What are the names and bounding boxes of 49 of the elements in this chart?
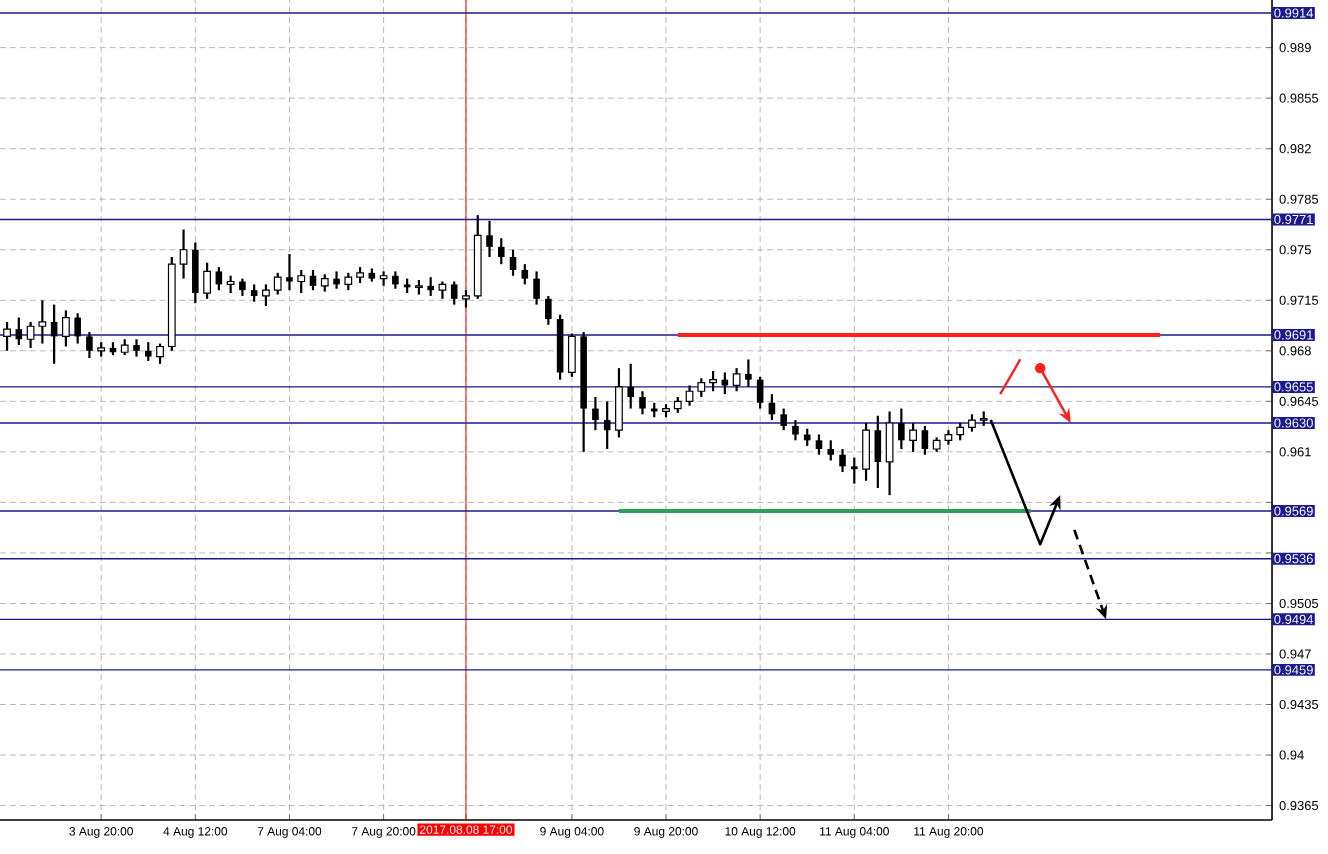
candlestick [697,377,706,399]
candlestick [156,342,164,365]
candlestick [427,276,434,298]
candlestick [780,407,787,432]
candlestick [874,414,882,490]
candlestick [203,261,211,300]
candlestick [815,433,823,456]
candlestick [533,270,540,306]
candlestick [545,294,552,326]
candlestick [732,367,741,393]
candlestick [286,252,293,292]
candlestick [567,332,576,378]
candlestick [133,338,140,358]
candlestick [885,410,894,497]
candlestick [862,421,870,482]
candlestick [273,271,282,296]
candlestick [333,270,340,290]
candlestick [521,263,529,286]
candlestick [262,283,270,308]
candlestick [921,424,929,456]
candlestick [15,316,23,347]
candlestick [709,369,717,393]
candlestick [639,390,646,416]
candlestick [627,362,635,410]
candlestick [592,395,599,432]
candlestick [192,241,199,305]
candlestick [603,400,611,451]
candlestick [486,219,493,259]
candlestick [509,248,517,277]
candlestick [179,228,188,280]
candlestick [898,407,905,451]
candlestick [3,320,11,352]
candlestick [827,439,835,462]
candlestick [756,375,764,410]
candlestick [450,280,458,306]
candlestick [615,367,623,439]
candlestick [62,309,70,348]
candlestick [745,358,752,388]
candlestick [144,341,152,363]
candlestick [74,312,81,345]
candlestick [850,456,858,485]
candlestick [297,268,306,295]
candlestick [792,419,799,442]
candlestick [497,237,505,266]
candlestick [86,330,93,360]
candlestick [309,268,317,292]
candlestick [215,265,223,292]
candlestick [909,421,918,453]
candlestick [839,447,846,474]
